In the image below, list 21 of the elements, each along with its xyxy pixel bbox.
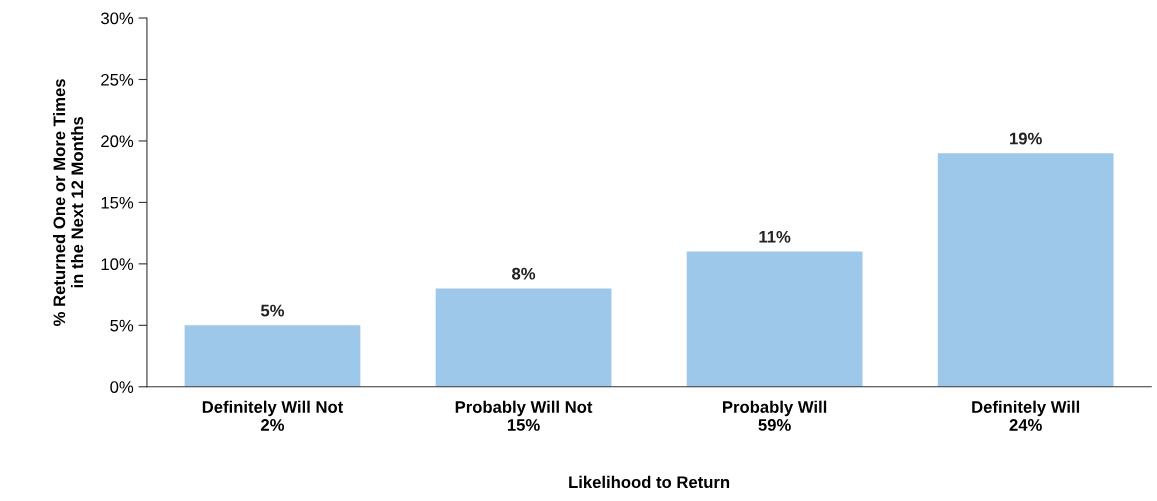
data-label: 19% — [1010, 132, 1042, 145]
y-tick-label: 30% — [101, 12, 134, 25]
data-label: 5% — [260, 304, 285, 317]
x-tick-label: Definitely Will 24% — [972, 400, 1080, 431]
data-label: 8% — [512, 267, 536, 280]
x-axis-title: Likelihood to Return — [569, 475, 730, 489]
y-tick-label: 0% — [110, 381, 134, 393]
y-tick-label: 15% — [101, 196, 134, 209]
y-axis-title: % Returned One or More Times in the Next 12 Months — [53, 79, 84, 326]
bar — [686, 251, 863, 387]
data-label: 11% — [759, 230, 791, 243]
bar — [937, 153, 1114, 387]
y-tick-label: 20% — [101, 135, 134, 148]
x-tick-label: Probably Will 59% — [723, 400, 827, 431]
bar — [435, 288, 612, 387]
y-tick-label: 10% — [101, 258, 134, 271]
x-tick-label: Probably Will Not 15% — [455, 400, 593, 431]
y-tick-label: 5% — [110, 319, 134, 332]
bar — [184, 325, 361, 387]
y-tick-label: 25% — [101, 73, 134, 86]
x-tick-label: Definitely Will Not 2% — [202, 400, 344, 431]
